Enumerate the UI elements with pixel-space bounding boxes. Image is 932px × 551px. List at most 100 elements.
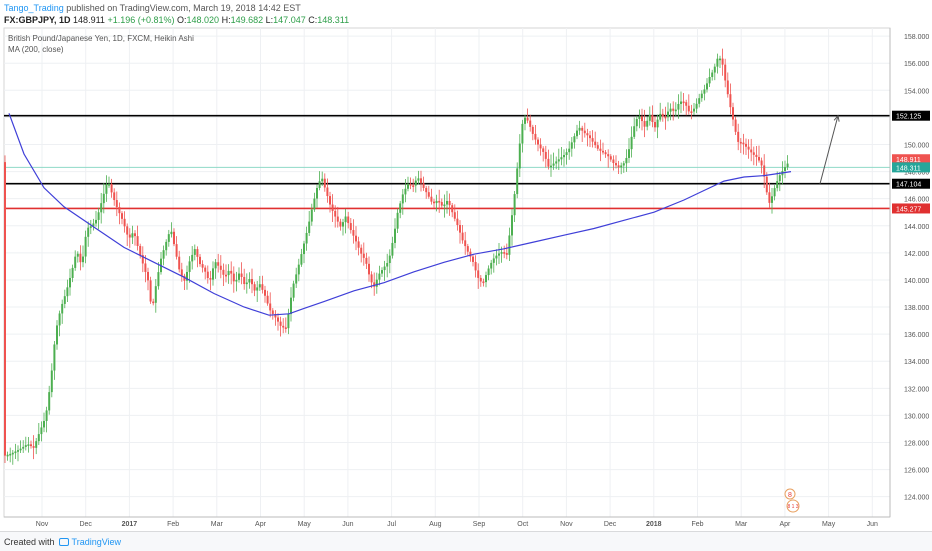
- low-label: L:: [265, 15, 274, 25]
- candle-body: [11, 452, 14, 455]
- candle-body: [693, 108, 695, 112]
- candle-body: [472, 256, 474, 262]
- price-chart[interactable]: 124.000 126.000 128.000 130.000 132.000 134.0…: [0, 0, 932, 531]
- candle-body: [388, 255, 391, 264]
- ma200-line: [8, 113, 792, 316]
- x-tick-label: May: [298, 521, 312, 528]
- candle-body: [248, 279, 251, 283]
- candle-body: [583, 130, 586, 134]
- candle-body: [170, 231, 173, 235]
- candles: [4, 48, 789, 465]
- candle-body: [459, 225, 461, 233]
- candle-body: [498, 253, 500, 256]
- candle-body: [56, 325, 58, 345]
- candle-body: [310, 209, 313, 222]
- candle-body: [126, 226, 129, 235]
- candle-body: [222, 269, 225, 275]
- candle-body: [136, 236, 139, 246]
- y-tick-label: 146.000: [904, 197, 929, 204]
- candle-body: [492, 258, 495, 263]
- level-badge: 147.104: [892, 178, 930, 189]
- events-badge[interactable]: 8 8 1 3: [784, 488, 800, 513]
- candle-body: [186, 271, 188, 281]
- candle-body: [323, 178, 326, 188]
- level-badge-text: 145.277: [896, 206, 921, 213]
- candle-body: [576, 130, 578, 137]
- footer-bar: Created with TradingView: [0, 531, 932, 551]
- candle-body: [321, 178, 324, 182]
- candle-body: [373, 282, 376, 287]
- candle-body: [661, 113, 664, 117]
- candle-body: [695, 103, 698, 109]
- candle-body: [742, 142, 745, 145]
- candle-body: [123, 218, 126, 227]
- candle-body: [53, 344, 56, 371]
- candle-body: [66, 287, 69, 297]
- candle-body: [271, 310, 274, 314]
- candle-body: [620, 165, 623, 168]
- y-tick-label: 142.000: [904, 251, 929, 258]
- candle-body: [674, 109, 677, 112]
- candle-body: [240, 273, 243, 277]
- y-tick-label: 150.000: [904, 142, 929, 149]
- candle-body: [399, 203, 402, 213]
- y-tick-label: 156.000: [904, 61, 929, 68]
- candle-body: [134, 233, 136, 237]
- candle-body: [175, 244, 178, 257]
- candle-body: [157, 272, 160, 287]
- high-value: 149.682: [230, 15, 264, 25]
- candle-body: [466, 246, 469, 252]
- last-price: 148.911: [73, 15, 105, 25]
- x-tick-label: Dec: [604, 521, 617, 528]
- candle-body: [630, 136, 633, 150]
- y-tick-label: 128.000: [904, 440, 929, 447]
- candle-body: [102, 193, 105, 204]
- y-tick-label: 136.000: [904, 332, 929, 339]
- candle-body: [555, 161, 558, 164]
- candle-body: [537, 139, 539, 145]
- candle-body: [115, 200, 118, 208]
- candle-body: [92, 223, 95, 227]
- candle-body: [487, 268, 490, 276]
- event-icon[interactable]: [786, 499, 800, 513]
- candle-body: [292, 283, 295, 298]
- candle-body: [243, 276, 246, 285]
- candle-body: [557, 159, 560, 162]
- candle-body: [110, 183, 113, 193]
- candle-body: [305, 232, 308, 244]
- candle-body: [339, 221, 342, 227]
- candle-body: [401, 194, 404, 204]
- candle-body: [230, 270, 233, 274]
- candle-body: [425, 187, 428, 193]
- candle-body: [209, 278, 212, 280]
- candle-body: [131, 233, 134, 238]
- candle-body: [529, 120, 532, 127]
- candle-body: [638, 116, 641, 119]
- candle-body: [214, 262, 217, 269]
- candle-body: [144, 263, 147, 272]
- author-link[interactable]: Tango_Trading: [4, 3, 64, 13]
- candle-body: [165, 241, 168, 251]
- candle-body: [69, 277, 71, 288]
- candle-body: [518, 143, 521, 169]
- candle-body: [27, 444, 30, 446]
- chart-legend: British Pound/Japanese Yen, 1D, FXCM, He…: [8, 33, 194, 55]
- level-badge-text: 147.104: [896, 182, 921, 189]
- event-icon[interactable]: [784, 488, 796, 500]
- candle-body: [219, 265, 222, 270]
- candle-body: [381, 270, 383, 274]
- open-value: 148.020: [186, 15, 220, 25]
- candle-body: [394, 228, 396, 243]
- x-tick-label: Apr: [779, 521, 791, 528]
- candle-body: [344, 216, 347, 223]
- candle-body: [193, 249, 196, 255]
- x-tick-label: Sep: [473, 521, 486, 528]
- candle-body: [61, 303, 64, 314]
- tradingview-link[interactable]: TradingView: [71, 537, 122, 547]
- candle-body: [50, 370, 53, 393]
- grid: [3, 27, 891, 518]
- candle-body: [22, 446, 25, 449]
- candle-body: [303, 243, 305, 255]
- candle-body: [336, 216, 339, 222]
- candle-body: [687, 105, 690, 112]
